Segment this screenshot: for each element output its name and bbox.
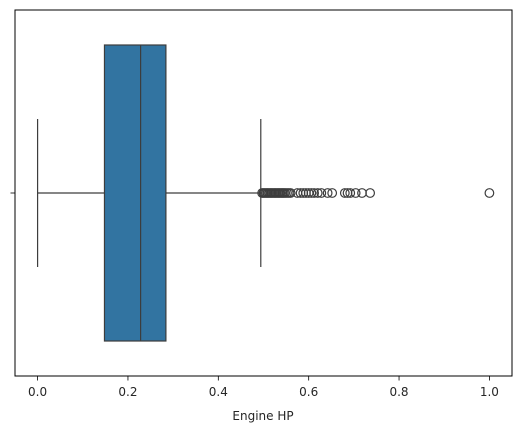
x-tick-label: 0.0 xyxy=(28,385,47,399)
outlier-points xyxy=(258,189,494,198)
x-axis-ticks: 0.0 0.2 0.4 0.6 0.8 1.0 xyxy=(28,376,499,399)
iqr-box xyxy=(104,45,165,341)
plot-area: 0.0 0.2 0.4 0.6 0.8 1.0 xyxy=(11,10,513,399)
x-tick-label: 1.0 xyxy=(480,385,499,399)
x-tick-label: 0.4 xyxy=(209,385,228,399)
x-tick-label: 0.2 xyxy=(118,385,137,399)
x-axis-label: Engine HP xyxy=(232,409,293,423)
box-group xyxy=(38,45,261,341)
outlier-point xyxy=(485,189,494,198)
x-tick-label: 0.8 xyxy=(389,385,408,399)
x-tick-label: 0.6 xyxy=(299,385,318,399)
outlier-point xyxy=(366,189,375,198)
outlier-point xyxy=(358,189,367,198)
